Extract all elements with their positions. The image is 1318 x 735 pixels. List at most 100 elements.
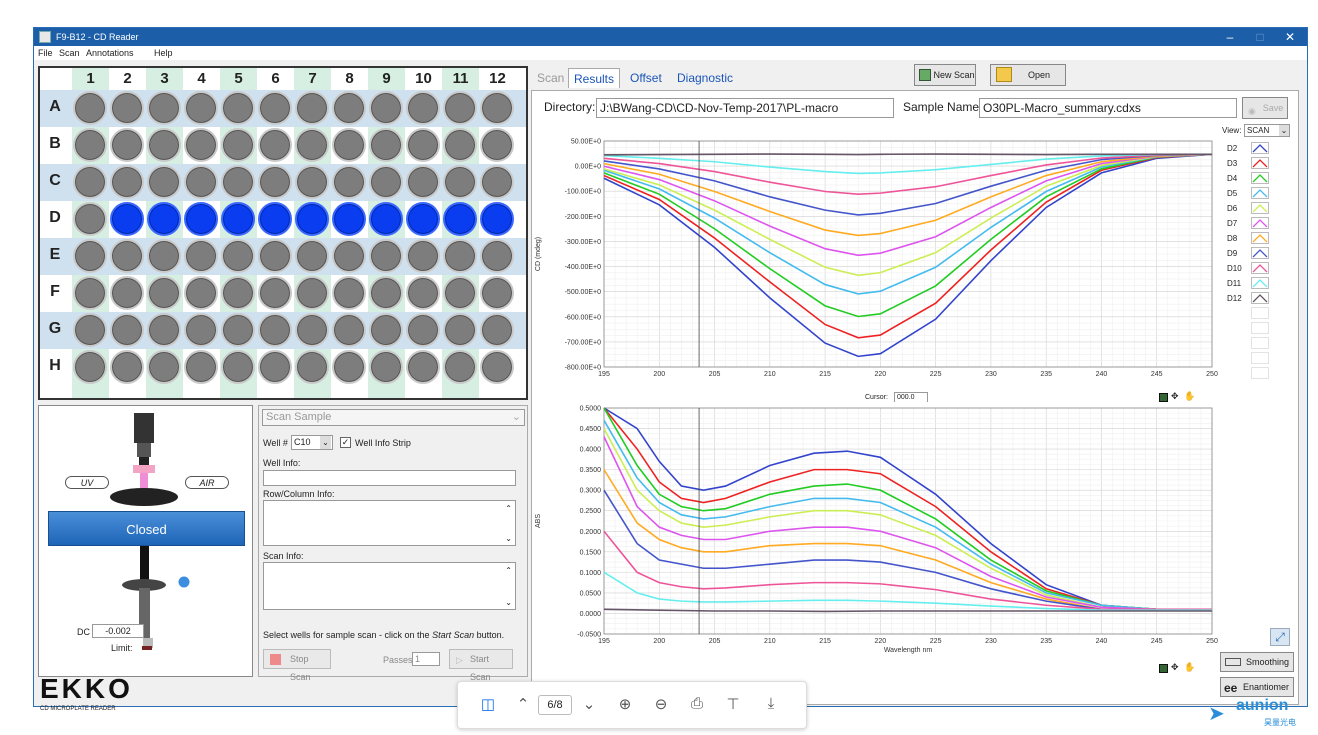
row-col-info-field[interactable]: ⌃ ⌄: [263, 500, 516, 546]
well-C3[interactable]: [147, 165, 181, 199]
well-E1[interactable]: [73, 239, 107, 273]
row-header-G[interactable]: G: [48, 320, 62, 337]
well-E8[interactable]: [332, 239, 366, 273]
well-C7[interactable]: [295, 165, 329, 199]
legend-swatch-D9[interactable]: [1251, 247, 1269, 259]
well-B12[interactable]: [480, 128, 514, 162]
well-G2[interactable]: [110, 313, 144, 347]
well-B3[interactable]: [147, 128, 181, 162]
well-E5[interactable]: [221, 239, 255, 273]
well-F1[interactable]: [73, 276, 107, 310]
well-G1[interactable]: [73, 313, 107, 347]
stop-scan-button[interactable]: Stop Scan: [263, 649, 331, 682]
well-B6[interactable]: [258, 128, 292, 162]
well-B7[interactable]: [295, 128, 329, 162]
well-E9[interactable]: [369, 239, 403, 273]
present-icon[interactable]: ⊤: [726, 696, 740, 713]
well-G8[interactable]: [332, 313, 366, 347]
well-H2[interactable]: [110, 350, 144, 384]
well-H12[interactable]: [480, 350, 514, 384]
previous-page-icon[interactable]: ⌃: [516, 696, 530, 713]
menu-file[interactable]: File: [38, 48, 53, 58]
well-A8[interactable]: [332, 91, 366, 125]
well-B1[interactable]: [73, 128, 107, 162]
well-A10[interactable]: [406, 91, 440, 125]
smoothing-button[interactable]: Smoothing: [1220, 652, 1294, 672]
tab-diagnostic[interactable]: Diagnostic: [677, 71, 734, 85]
scroll-down-icon[interactable]: ⌄: [505, 534, 512, 543]
well-F4[interactable]: [184, 276, 218, 310]
enantiomer-button[interactable]: ee Enantiomer: [1220, 677, 1294, 697]
legend-swatch-D4[interactable]: [1251, 172, 1269, 184]
legend-swatch-empty[interactable]: [1251, 367, 1269, 379]
well-D2[interactable]: [110, 202, 144, 236]
well-G12[interactable]: [480, 313, 514, 347]
hand-tool-icon[interactable]: ✋: [1184, 391, 1196, 401]
well-H3[interactable]: [147, 350, 181, 384]
well-F3[interactable]: [147, 276, 181, 310]
legend-swatch-D7[interactable]: [1251, 217, 1269, 229]
scan-sample-dropdown[interactable]: Scan Sample ⌄: [262, 409, 525, 426]
well-D12[interactable]: [480, 202, 514, 236]
legend-swatch-D10[interactable]: [1251, 262, 1269, 274]
column-header-5[interactable]: 5: [234, 70, 243, 87]
well-C11[interactable]: [443, 165, 477, 199]
well-A1[interactable]: [73, 91, 107, 125]
hand-tool-icon[interactable]: ✋: [1184, 662, 1196, 672]
column-header-11[interactable]: 11: [452, 70, 469, 87]
well-C1[interactable]: [73, 165, 107, 199]
save-button[interactable]: ◉ Save: [1242, 97, 1288, 119]
well-C5[interactable]: [221, 165, 255, 199]
column-header-12[interactable]: 12: [489, 70, 506, 87]
well-G6[interactable]: [258, 313, 292, 347]
menu-help[interactable]: Help: [154, 48, 173, 58]
pan-tool-icon[interactable]: ✥: [1171, 391, 1179, 401]
well-G5[interactable]: [221, 313, 255, 347]
column-header-2[interactable]: 2: [123, 70, 132, 87]
well-info-strip-checkbox[interactable]: ✓: [340, 437, 351, 448]
passes-field[interactable]: 1: [412, 652, 440, 666]
well-D8[interactable]: [332, 202, 366, 236]
well-A11[interactable]: [443, 91, 477, 125]
well-F5[interactable]: [221, 276, 255, 310]
well-D6[interactable]: [258, 202, 292, 236]
column-header-8[interactable]: 8: [345, 70, 354, 87]
zoom-in-icon[interactable]: ⊕: [618, 696, 632, 713]
well-E7[interactable]: [295, 239, 329, 273]
print-icon[interactable]: ⎙: [690, 695, 703, 712]
scroll-up-icon[interactable]: ⌃: [505, 566, 512, 575]
scan-info-field[interactable]: ⌃ ⌄: [263, 562, 516, 610]
well-D9[interactable]: [369, 202, 403, 236]
well-G11[interactable]: [443, 313, 477, 347]
row-header-A[interactable]: A: [49, 98, 61, 115]
well-D1[interactable]: [73, 202, 107, 236]
pan-tool-icon[interactable]: ✥: [1171, 662, 1179, 672]
well-C9[interactable]: [369, 165, 403, 199]
well-B5[interactable]: [221, 128, 255, 162]
zoom-tool-icon[interactable]: [1159, 664, 1168, 673]
well-F9[interactable]: [369, 276, 403, 310]
row-header-E[interactable]: E: [49, 246, 61, 263]
column-header-7[interactable]: 7: [308, 70, 317, 87]
well-B9[interactable]: [369, 128, 403, 162]
zoom-out-icon[interactable]: ⊖: [654, 696, 668, 713]
well-select[interactable]: C10 ⌄: [291, 435, 333, 450]
next-page-icon[interactable]: ⌄: [582, 696, 596, 713]
well-A4[interactable]: [184, 91, 218, 125]
well-C8[interactable]: [332, 165, 366, 199]
well-F12[interactable]: [480, 276, 514, 310]
well-A3[interactable]: [147, 91, 181, 125]
new-scan-button[interactable]: New Scan: [914, 64, 976, 86]
well-A2[interactable]: [110, 91, 144, 125]
well-E3[interactable]: [147, 239, 181, 273]
zoom-tool-icon[interactable]: [1159, 393, 1168, 402]
menu-annotations[interactable]: Annotations: [86, 48, 134, 58]
open-button[interactable]: Open: [990, 64, 1066, 86]
well-H11[interactable]: [443, 350, 477, 384]
start-scan-button[interactable]: ▷ Start Scan: [449, 649, 513, 682]
well-G9[interactable]: [369, 313, 403, 347]
expand-icon[interactable]: ⤢: [1270, 628, 1290, 646]
well-B10[interactable]: [406, 128, 440, 162]
scroll-down-icon[interactable]: ⌄: [505, 598, 512, 607]
row-header-C[interactable]: C: [49, 172, 61, 189]
